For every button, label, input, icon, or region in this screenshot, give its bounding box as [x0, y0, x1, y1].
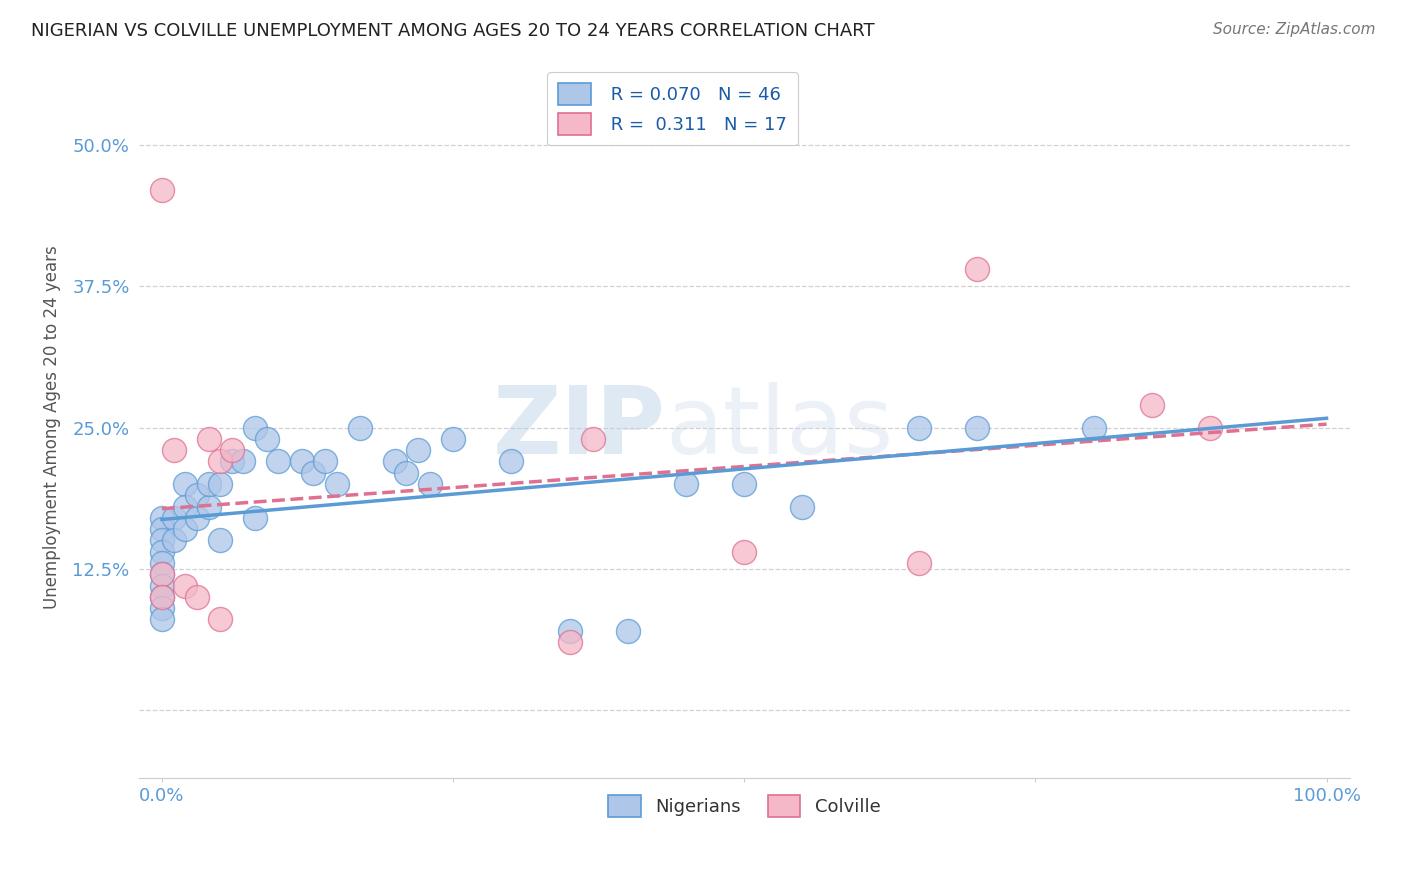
- Point: [733, 477, 755, 491]
- Point: [150, 612, 173, 626]
- Point: [150, 590, 173, 604]
- Point: [1140, 398, 1163, 412]
- Point: [792, 500, 814, 514]
- Point: [558, 635, 581, 649]
- Point: [150, 511, 173, 525]
- Point: [232, 454, 254, 468]
- Point: [174, 578, 197, 592]
- Point: [441, 432, 464, 446]
- Point: [197, 432, 219, 446]
- Point: [174, 477, 197, 491]
- Point: [197, 500, 219, 514]
- Point: [186, 488, 208, 502]
- Point: [675, 477, 697, 491]
- Point: [908, 420, 931, 434]
- Point: [349, 420, 371, 434]
- Text: NIGERIAN VS COLVILLE UNEMPLOYMENT AMONG AGES 20 TO 24 YEARS CORRELATION CHART: NIGERIAN VS COLVILLE UNEMPLOYMENT AMONG …: [31, 22, 875, 40]
- Point: [150, 590, 173, 604]
- Point: [186, 511, 208, 525]
- Point: [197, 477, 219, 491]
- Point: [291, 454, 314, 468]
- Point: [966, 420, 988, 434]
- Point: [174, 522, 197, 536]
- Point: [243, 511, 266, 525]
- Point: [406, 443, 429, 458]
- Point: [395, 466, 418, 480]
- Point: [186, 590, 208, 604]
- Point: [384, 454, 406, 468]
- Point: [150, 556, 173, 570]
- Text: atlas: atlas: [665, 382, 894, 474]
- Point: [150, 522, 173, 536]
- Point: [582, 432, 605, 446]
- Point: [150, 578, 173, 592]
- Point: [150, 601, 173, 615]
- Point: [243, 420, 266, 434]
- Point: [325, 477, 347, 491]
- Y-axis label: Unemployment Among Ages 20 to 24 years: Unemployment Among Ages 20 to 24 years: [44, 245, 60, 609]
- Point: [150, 183, 173, 197]
- Point: [150, 567, 173, 582]
- Point: [221, 443, 243, 458]
- Point: [221, 454, 243, 468]
- Point: [209, 533, 232, 548]
- Point: [150, 567, 173, 582]
- Point: [256, 432, 278, 446]
- Point: [150, 533, 173, 548]
- Point: [966, 262, 988, 277]
- Legend: Nigerians, Colville: Nigerians, Colville: [600, 788, 887, 824]
- Point: [314, 454, 336, 468]
- Point: [162, 443, 184, 458]
- Point: [209, 454, 232, 468]
- Point: [908, 556, 931, 570]
- Point: [558, 624, 581, 638]
- Point: [1083, 420, 1105, 434]
- Point: [302, 466, 325, 480]
- Point: [267, 454, 290, 468]
- Point: [209, 477, 232, 491]
- Point: [1199, 420, 1222, 434]
- Point: [150, 545, 173, 559]
- Point: [419, 477, 441, 491]
- Point: [162, 511, 184, 525]
- Point: [616, 624, 638, 638]
- Point: [209, 612, 232, 626]
- Text: Source: ZipAtlas.com: Source: ZipAtlas.com: [1212, 22, 1375, 37]
- Text: ZIP: ZIP: [492, 382, 665, 474]
- Point: [174, 500, 197, 514]
- Point: [162, 533, 184, 548]
- Point: [733, 545, 755, 559]
- Point: [501, 454, 523, 468]
